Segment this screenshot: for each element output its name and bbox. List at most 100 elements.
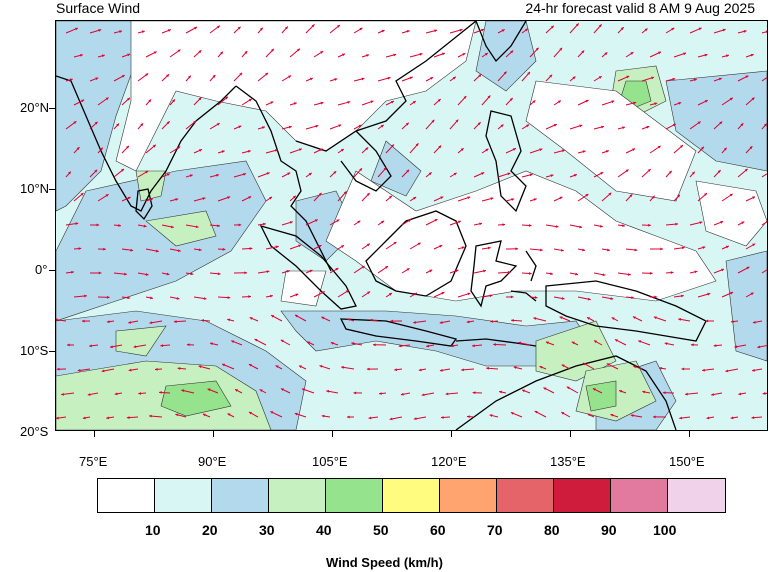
wind-arrow-head <box>254 338 258 342</box>
lat-tick <box>49 108 55 109</box>
wind-arrow-head <box>127 196 131 200</box>
wind-arrow-head <box>685 392 688 396</box>
wind-arrow-head <box>478 74 482 78</box>
wind-arrow-head <box>155 249 159 253</box>
wind-arrow-head <box>522 389 526 393</box>
wind-arrow-head <box>463 96 467 99</box>
wind-arrow-head <box>499 390 502 394</box>
wind-arrow-head <box>166 272 170 276</box>
wind-arrow-head <box>154 367 158 371</box>
wind-arrow-head <box>561 149 565 153</box>
wind-arrow-head <box>481 172 485 175</box>
wind-arrow-head <box>550 174 554 178</box>
wind-arrow-head <box>249 247 253 250</box>
wind-map-canvas <box>56 21 767 430</box>
wind-arrow-head <box>288 125 292 129</box>
wind-arrow-head <box>127 53 131 57</box>
wind-arrow-head <box>607 248 610 252</box>
wind-arrow-head <box>231 340 235 344</box>
colorbar-tick-label: 40 <box>316 522 332 538</box>
wind-arrow-head <box>394 368 398 372</box>
wind-arrow-head <box>670 271 674 274</box>
wind-arrow-head <box>599 224 603 228</box>
wind-arrow-head <box>320 101 324 105</box>
wind-arrow-head <box>440 196 444 200</box>
wind-arrow-head <box>502 223 506 227</box>
wind-arrow-head <box>543 387 547 391</box>
wind-arrow-head <box>222 363 226 367</box>
wind-arrow-head <box>266 270 270 274</box>
wind-arrow-head <box>503 71 507 75</box>
wind-arrow-head <box>341 245 345 248</box>
wind-arrow-head <box>752 368 755 372</box>
wind-arrow-head <box>723 147 727 151</box>
wind-arrow-head <box>409 76 413 80</box>
wind-arrow-head <box>94 121 98 125</box>
wind-arrow-head <box>539 148 543 152</box>
wind-arrow-head <box>725 54 729 58</box>
wind-arrow-head <box>341 365 344 369</box>
wind-arrow-head <box>71 270 74 274</box>
wind-arrow-head <box>293 102 297 105</box>
wind-arrow-head <box>672 77 676 81</box>
wind-arrow-head <box>585 99 589 103</box>
wind-arrow-head <box>149 414 152 418</box>
wind-arrow-head <box>721 268 725 272</box>
wind-arrow-head <box>598 24 602 28</box>
wind-arrow-head <box>87 393 91 396</box>
wind-arrow-head <box>632 148 636 152</box>
wind-arrow-head <box>600 172 604 175</box>
wind-arrow-head <box>559 47 563 51</box>
wind-arrow-head <box>77 368 81 372</box>
wind-arrow-head <box>294 314 298 318</box>
lon-label-120e: 120°E <box>431 454 467 469</box>
lon-tick <box>332 431 333 437</box>
wind-arrow-head <box>367 291 371 295</box>
wind-arrow-head <box>555 225 559 228</box>
wind-arrow-head <box>170 225 174 229</box>
wind-arrow-head <box>765 30 767 34</box>
wind-arrow-head <box>651 76 655 80</box>
wind-arrow-head <box>56 318 58 322</box>
wind-arrow-head <box>702 368 705 372</box>
wind-arrow-head <box>366 192 370 196</box>
wind-arrow-head <box>507 172 511 176</box>
wind-arrow-head <box>61 392 64 396</box>
colorbar-tick-label: 90 <box>601 522 617 538</box>
wind-arrow-head <box>638 340 642 343</box>
wind-arrow-head <box>127 296 131 300</box>
wind-arrow-head <box>148 99 152 103</box>
colorbar-swatch <box>212 479 269 512</box>
wind-arrow-head <box>575 272 579 276</box>
wind-arrow-head <box>340 148 344 152</box>
wind-arrow-head <box>105 97 109 101</box>
wind-arrow-head <box>681 246 685 250</box>
wind-arrow-head <box>730 416 734 420</box>
wind-arrow-head <box>271 315 275 318</box>
wind-arrow-head <box>729 193 733 197</box>
wind-arrow-head <box>648 223 651 227</box>
colorbar-swatch <box>269 479 326 512</box>
wind-arrow-head <box>406 169 410 173</box>
wind-arrow-head <box>744 168 748 172</box>
wind-arrow-head <box>601 125 604 129</box>
wind-arrow-head <box>550 272 554 276</box>
wind-arrow-head <box>651 195 655 199</box>
wind-arrow-head <box>326 389 330 393</box>
wind-arrow-head <box>561 364 565 368</box>
wind-arrow-head <box>526 124 530 128</box>
wind-arrow-head <box>351 342 355 345</box>
wind-arrow-head <box>56 416 59 420</box>
wind-arrow-head <box>649 271 653 275</box>
wind-arrow-head <box>198 149 202 152</box>
wind-arrow-head <box>248 364 252 367</box>
wind-arrow-head <box>265 72 269 76</box>
wind-arrow-head <box>186 343 190 347</box>
wind-arrow-head <box>105 194 109 197</box>
wind-arrow-head <box>239 72 243 76</box>
wind-arrow-head <box>366 367 370 371</box>
wind-arrow-head <box>743 30 747 33</box>
wind-arrow-head <box>66 343 70 347</box>
wind-arrow-head <box>704 193 707 196</box>
wind-arrow-head <box>679 416 683 420</box>
